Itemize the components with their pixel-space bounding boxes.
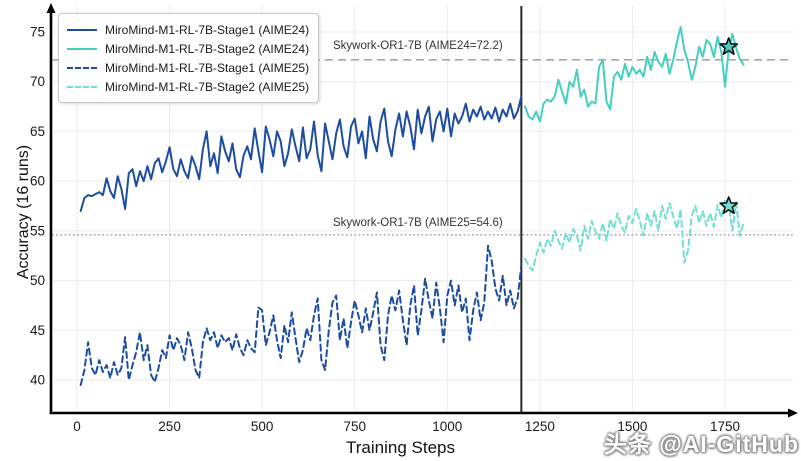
y-tick-label: 45	[30, 323, 45, 338]
x-tick-label: 1750	[710, 419, 740, 434]
y-tick-label: 50	[30, 273, 45, 288]
x-tick-label: 750	[343, 419, 366, 434]
legend-line-swatch-icon	[67, 85, 97, 88]
x-tick-label: 250	[158, 419, 181, 434]
series-line-3	[524, 198, 745, 272]
legend-line-swatch-icon	[67, 28, 97, 31]
y-tick-label: 70	[30, 74, 45, 89]
series-line-0	[79, 95, 523, 212]
legend-item: MiroMind-M1-RL-7B-Stage1 (AIME24)	[67, 20, 309, 39]
y-tick-label: 65	[30, 124, 45, 139]
legend-item-label: MiroMind-M1-RL-7B-Stage2 (AIME24)	[105, 41, 310, 56]
legend-line-swatch-icon	[67, 47, 97, 50]
series-line-2	[79, 244, 523, 386]
y-tick-label: 75	[30, 25, 45, 40]
legend: MiroMind-M1-RL-7B-Stage1 (AIME24) MiroMin…	[58, 13, 320, 103]
series-line-1	[524, 26, 745, 123]
x-tick-label: 0	[73, 419, 81, 434]
legend-item: MiroMind-M1-RL-7B-Stage2 (AIME24)	[67, 39, 309, 58]
skywork-aime24-annotation: Skywork-OR1-7B (AIME24=72.2)	[333, 40, 503, 52]
x-tick-label: 1500	[617, 419, 647, 434]
skywork-aime25-annotation: Skywork-OR1-7B (AIME25=54.6)	[333, 217, 503, 229]
legend-item: MiroMind-M1-RL-7B-Stage1 (AIME25)	[67, 58, 309, 77]
x-axis-title: Training Steps	[346, 438, 455, 457]
final-model-star-icon	[719, 196, 739, 215]
legend-item-label: MiroMind-M1-RL-7B-Stage1 (AIME25)	[105, 60, 310, 75]
y-axis-title: Accuracy (16 runs)	[15, 144, 32, 280]
y-axis-arrow-icon	[46, 3, 56, 13]
watermark: 头条 @AI-GitHub	[603, 431, 799, 457]
y-tick-label: 60	[30, 174, 45, 189]
x-tick-label: 1000	[432, 419, 462, 434]
x-tick-label: 500	[251, 419, 274, 434]
legend-item: MiroMind-M1-RL-7B-Stage2 (AIME25)	[67, 77, 309, 96]
legend-item-label: MiroMind-M1-RL-7B-Stage2 (AIME25)	[105, 79, 310, 94]
y-tick-label: 55	[30, 223, 45, 238]
y-tick-label: 40	[30, 373, 45, 388]
final-model-star-icon	[719, 37, 739, 55]
legend-item-label: MiroMind-M1-RL-7B-Stage1 (AIME24)	[105, 22, 310, 37]
x-tick-label: 1250	[525, 419, 555, 434]
legend-line-swatch-icon	[67, 66, 97, 69]
x-axis-arrow-icon	[788, 408, 798, 418]
